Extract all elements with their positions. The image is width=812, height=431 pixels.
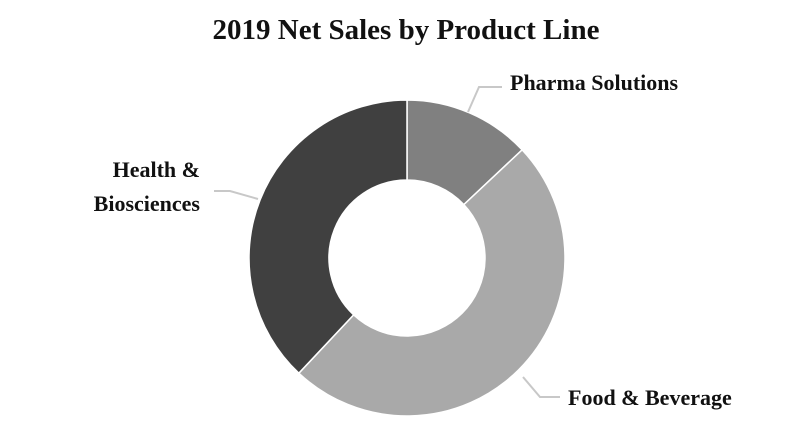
- slice-label-1: Food & Beverage: [568, 385, 732, 410]
- leader-line-0: [467, 86, 502, 113]
- slice-label-2: Health & Biosciences: [94, 157, 201, 216]
- slice-label-line: Pharma Solutions: [510, 70, 679, 95]
- slice-label-line: Biosciences: [94, 191, 201, 216]
- donut-slice-2: [248, 99, 408, 375]
- leader-line-2: [214, 190, 259, 200]
- slice-label-0: Pharma Solutions: [510, 70, 679, 95]
- donut-slice-1: [297, 148, 566, 417]
- chart-title: 2019 Net Sales by Product Line: [212, 14, 600, 46]
- slice-label-line: Health &: [113, 157, 200, 182]
- slice-label-line: Food & Beverage: [568, 385, 732, 410]
- leader-line-1: [522, 376, 560, 398]
